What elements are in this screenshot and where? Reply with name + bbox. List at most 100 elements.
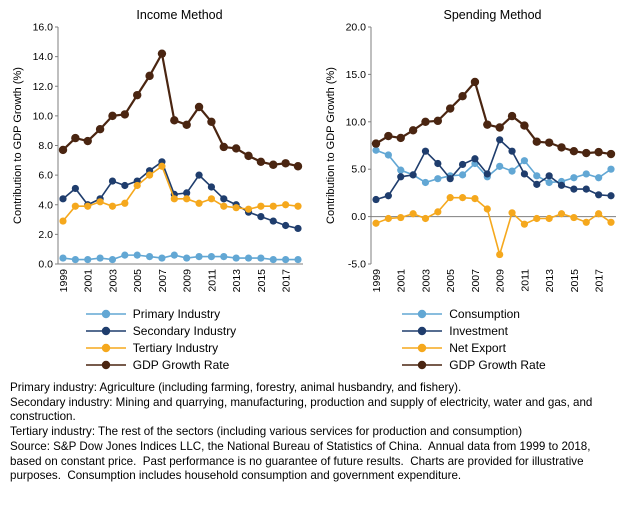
line-marker-icon xyxy=(402,309,443,318)
data-point-marker xyxy=(157,49,166,58)
data-point-marker xyxy=(421,214,429,223)
data-point-marker xyxy=(58,145,67,155)
data-point-marker xyxy=(446,175,454,183)
data-point-marker xyxy=(71,184,79,193)
spending-method-legend: Consumption Investment Net Export GDP Growt… xyxy=(401,305,546,373)
data-point-marker xyxy=(384,214,392,223)
data-point-marker xyxy=(268,160,277,169)
data-point-marker xyxy=(396,133,405,143)
data-point-marker xyxy=(256,202,264,210)
data-point-marker xyxy=(206,117,216,127)
data-point-marker xyxy=(581,148,590,158)
y-tick-label: 14.0 xyxy=(32,51,53,63)
data-point-marker xyxy=(421,147,429,155)
x-tick-label: 2017 xyxy=(593,269,605,293)
x-tick-label: 2003 xyxy=(420,269,432,293)
chart-title-income: Income Method xyxy=(136,8,223,22)
data-point-marker xyxy=(520,220,528,228)
y-axis-title: Contribution to GDP Growth (%) xyxy=(325,67,337,224)
data-point-marker xyxy=(194,252,203,261)
data-point-marker xyxy=(157,162,166,170)
data-point-marker xyxy=(207,183,215,191)
data-point-marker xyxy=(532,214,540,223)
series-line xyxy=(374,79,611,156)
data-point-marker xyxy=(243,151,253,161)
data-point-marker xyxy=(409,210,417,218)
legend-item: Tertiary Industry xyxy=(85,339,218,356)
data-point-marker xyxy=(433,208,441,216)
footnote-source-disclaimer: Source: S&P Dow Jones Indices LLC, the N… xyxy=(10,439,594,483)
income-method-legend: Primary Industry Secondary Industry Tertia… xyxy=(85,305,236,373)
line-marker-icon xyxy=(402,360,443,369)
data-point-marker xyxy=(281,201,289,209)
data-point-marker xyxy=(520,157,528,165)
data-point-marker xyxy=(157,254,166,262)
data-point-marker xyxy=(293,224,302,233)
y-tick-label: 10.0 xyxy=(32,110,53,122)
x-tick-label: 1999 xyxy=(371,269,383,293)
data-point-marker xyxy=(495,136,503,144)
data-point-marker xyxy=(207,195,215,203)
x-tick-label: 2013 xyxy=(231,269,243,293)
data-point-marker xyxy=(269,217,277,225)
data-point-marker xyxy=(133,181,141,190)
data-point-marker xyxy=(433,116,442,126)
data-point-marker xyxy=(569,213,577,222)
data-point-marker xyxy=(507,209,516,217)
data-point-marker xyxy=(232,254,240,262)
data-point-marker xyxy=(606,218,615,226)
x-tick-label: 2005 xyxy=(445,269,457,293)
data-point-marker xyxy=(194,102,203,112)
data-point-marker xyxy=(433,159,441,168)
data-point-marker xyxy=(219,142,228,152)
data-point-marker xyxy=(569,146,578,156)
legend-label: Consumption xyxy=(449,306,520,321)
legend-item: Primary Industry xyxy=(85,305,220,322)
data-point-marker xyxy=(582,170,590,178)
data-point-marker xyxy=(219,252,227,261)
y-tick-label: 8.0 xyxy=(38,140,53,152)
data-point-marker xyxy=(470,194,479,203)
data-point-marker xyxy=(396,173,404,181)
x-tick-label: 2001 xyxy=(395,269,407,293)
y-tick-label: 12.0 xyxy=(32,81,53,93)
data-point-marker xyxy=(71,202,79,210)
data-point-marker xyxy=(170,251,178,259)
data-point-marker xyxy=(120,181,128,190)
data-point-marker xyxy=(557,181,565,189)
data-point-marker xyxy=(544,138,553,147)
data-point-marker xyxy=(145,171,153,179)
data-point-marker xyxy=(71,255,79,264)
legend-item: GDP Growth Rate xyxy=(85,356,229,373)
data-point-marker xyxy=(256,157,265,166)
data-point-marker xyxy=(458,194,466,202)
footnote-secondary-industry: Secondary industry: Mining and quarrying… xyxy=(10,395,596,424)
legend-item: GDP Growth Rate xyxy=(401,356,546,373)
data-point-marker xyxy=(371,219,380,227)
line-marker-icon xyxy=(402,326,443,335)
data-point-marker xyxy=(519,121,529,130)
data-point-marker xyxy=(594,210,602,218)
legend-label: GDP Growth Rate xyxy=(449,357,546,372)
data-point-marker xyxy=(181,120,191,129)
x-tick-label: 2005 xyxy=(132,269,144,293)
data-point-marker xyxy=(83,255,91,264)
data-point-marker xyxy=(269,202,277,210)
data-point-marker xyxy=(83,202,91,210)
data-point-marker xyxy=(96,254,104,262)
x-tick-label: 2009 xyxy=(494,269,506,293)
data-point-marker xyxy=(532,137,541,146)
y-tick-label: 6.0 xyxy=(38,170,53,182)
line-marker-icon xyxy=(85,326,126,335)
data-point-marker xyxy=(371,146,380,154)
legend-item: Consumption xyxy=(401,305,520,322)
legend-label: Primary Industry xyxy=(132,306,221,321)
data-point-marker xyxy=(457,92,467,101)
x-tick-label: 2011 xyxy=(519,269,531,292)
data-point-marker xyxy=(269,255,277,264)
data-point-marker xyxy=(145,252,153,261)
data-point-marker xyxy=(293,255,302,264)
y-tick-label: 4.0 xyxy=(38,199,53,211)
data-point-marker xyxy=(433,175,441,183)
